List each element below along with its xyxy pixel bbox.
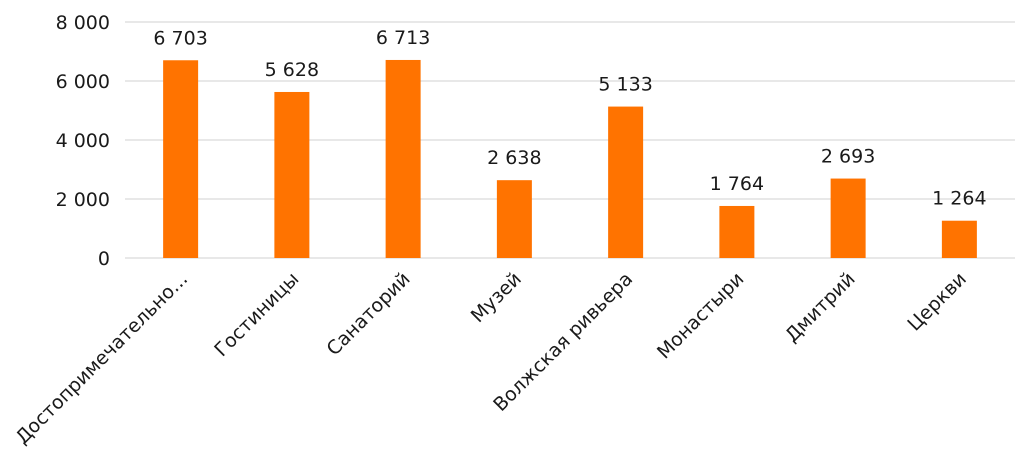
bar-1 (274, 91, 310, 258)
y-axis-tick-labels: 0 2 000 4 000 6 000 8 000 (56, 12, 110, 270)
bar-7 (941, 220, 977, 258)
y-tick-label-0: 0 (98, 248, 110, 270)
y-tick-label-2: 4 000 (56, 130, 110, 152)
data-label-7: 1 264 (932, 188, 986, 210)
bar-5 (719, 205, 755, 258)
y-tick-label-4: 8 000 (56, 12, 110, 34)
bar-2 (385, 59, 421, 259)
data-label-0: 6 703 (153, 27, 207, 49)
data-label-4: 5 133 (598, 74, 652, 96)
bar-0 (163, 60, 199, 258)
category-label-6: Дмитрий (781, 268, 860, 347)
y-tick-label-3: 6 000 (56, 71, 110, 93)
data-label-1: 5 628 (265, 59, 319, 81)
gridlines (125, 21, 1015, 259)
data-label-6: 2 693 (821, 146, 875, 168)
data-label-3: 2 638 (487, 147, 541, 169)
category-label-1: Гостиницы (210, 268, 303, 361)
category-label-0: Достопримечательно... (11, 268, 192, 449)
bar-4 (608, 106, 644, 258)
bar-3 (496, 180, 532, 258)
bars (163, 59, 977, 259)
category-label-7: Церкви (903, 268, 971, 336)
category-label-5: Монастыри (653, 268, 748, 363)
category-label-2: Санаторий (322, 268, 414, 360)
data-label-5: 1 764 (710, 173, 764, 195)
bar-6 (830, 178, 866, 258)
category-label-3: Музей (467, 268, 526, 327)
data-label-2: 6 713 (376, 27, 430, 49)
y-tick-label-1: 2 000 (56, 189, 110, 211)
data-labels: 6 703 5 628 6 713 2 638 5 133 1 764 2 693 1 264 (153, 27, 986, 210)
x-axis-category-labels: Достопримечательно... Гостиницы Санаторий М… (11, 268, 970, 449)
